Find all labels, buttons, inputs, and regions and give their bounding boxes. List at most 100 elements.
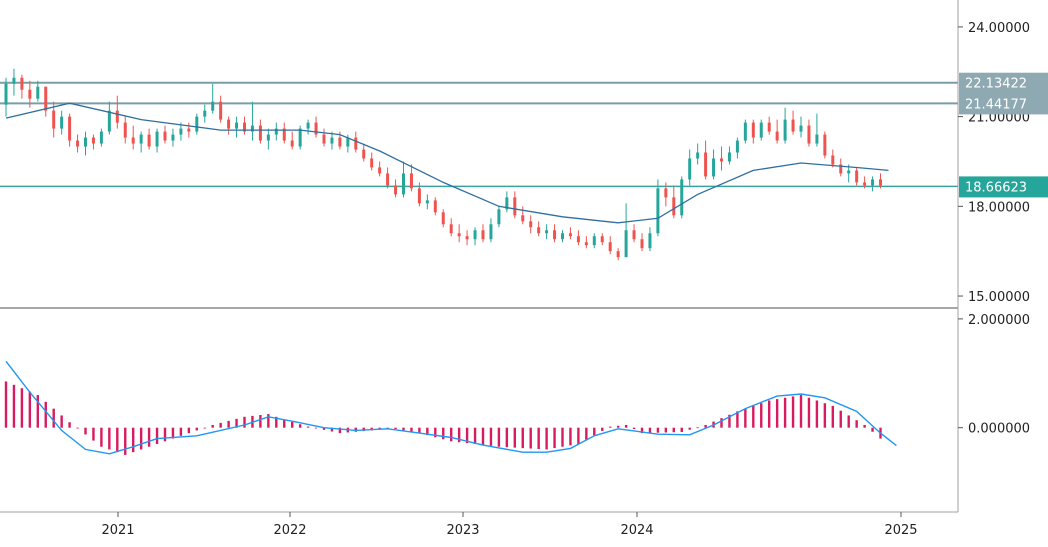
candle-body <box>529 221 533 228</box>
candle-body <box>735 140 739 153</box>
candle-body <box>131 137 135 144</box>
histogram-bar <box>386 427 389 429</box>
candle-body <box>250 125 254 132</box>
candle-body <box>409 173 413 189</box>
candle-body <box>680 179 684 216</box>
histogram-bar <box>179 427 183 436</box>
candle-body <box>537 227 541 234</box>
candle-body <box>4 83 8 105</box>
candle-body <box>640 239 644 249</box>
histogram-bar <box>521 427 524 449</box>
histogram-bar <box>505 427 509 448</box>
histogram-bar <box>139 427 143 450</box>
candle-body <box>394 185 398 195</box>
candle-body <box>20 77 24 90</box>
candle-body <box>163 131 167 141</box>
histogram-bar <box>672 427 675 433</box>
candle-body <box>497 209 501 225</box>
candle-body <box>76 140 80 147</box>
candle-body <box>306 122 310 129</box>
histogram-bar <box>680 427 683 433</box>
histogram-bar <box>306 426 310 428</box>
candle-body <box>346 137 350 147</box>
candle-body <box>759 122 763 138</box>
candle-body <box>751 122 755 138</box>
candle-body <box>481 230 485 240</box>
candle-body <box>513 197 517 216</box>
level-label-text: 18.66623 <box>965 180 1027 195</box>
histogram-bar <box>656 427 660 433</box>
candle-body <box>616 251 620 258</box>
histogram-bar <box>132 427 135 453</box>
candle-body <box>290 140 294 147</box>
histogram-bar <box>76 427 79 429</box>
oscillator-panel <box>4 360 897 455</box>
candle-body <box>775 131 779 141</box>
candle-body <box>274 128 278 135</box>
histogram-bar <box>577 427 580 444</box>
candle-body <box>672 197 676 216</box>
histogram-bar <box>696 427 699 429</box>
candle-body <box>155 131 159 147</box>
candle-body <box>386 173 390 186</box>
candle-body <box>608 242 612 252</box>
histogram-bar <box>664 427 668 433</box>
candle-body <box>378 167 382 174</box>
candle-body <box>123 122 127 138</box>
candle-body <box>584 242 588 246</box>
candle-body <box>211 101 215 111</box>
histogram-bar <box>760 403 763 428</box>
candle-body <box>179 128 183 135</box>
histogram-bar <box>553 427 556 449</box>
candle-body <box>60 116 64 129</box>
candle-body <box>314 122 318 135</box>
histogram-bar <box>489 427 493 446</box>
histogram-bar <box>450 427 453 442</box>
candle-body <box>187 128 191 132</box>
candle-body <box>322 134 326 144</box>
histogram-bar <box>545 427 548 450</box>
candle-body <box>656 188 660 234</box>
histogram-bar <box>203 427 206 429</box>
histogram-bar <box>36 395 39 428</box>
histogram-bar <box>569 427 572 446</box>
candle-body <box>52 110 56 129</box>
candle-body <box>799 125 803 132</box>
histogram-bar <box>561 427 564 447</box>
histogram-bar <box>513 427 516 448</box>
histogram-bar <box>100 427 103 447</box>
candle-body <box>338 137 342 147</box>
candle-body <box>417 188 421 204</box>
histogram-bar <box>314 427 318 429</box>
candle-body <box>362 149 366 159</box>
histogram-bar <box>124 427 127 455</box>
price-tick-label: 18.00000 <box>968 200 1030 215</box>
histogram-bar <box>298 424 302 428</box>
candle-body <box>704 152 708 177</box>
candle-body <box>68 116 72 141</box>
candle-body <box>727 152 731 162</box>
histogram-bar <box>147 427 151 447</box>
candle-body <box>402 173 405 195</box>
histogram-bar <box>322 427 326 430</box>
histogram-bar <box>378 427 381 430</box>
histogram-bar <box>648 427 652 433</box>
candle-body <box>648 233 652 249</box>
candle-body <box>712 158 716 177</box>
candle-body <box>624 230 628 258</box>
candle-body <box>743 122 747 141</box>
histogram-bar <box>275 416 278 428</box>
candle-body <box>600 236 604 243</box>
candle-body <box>171 134 175 141</box>
candle-body <box>831 155 835 165</box>
histogram-bar <box>330 427 334 432</box>
candle-body <box>696 152 700 159</box>
histogram-bar <box>640 427 644 434</box>
candle-body <box>553 230 557 240</box>
candle-body <box>863 182 867 186</box>
moving-average-line <box>5 102 889 224</box>
candle-body <box>330 137 334 144</box>
candle-body <box>282 128 286 141</box>
